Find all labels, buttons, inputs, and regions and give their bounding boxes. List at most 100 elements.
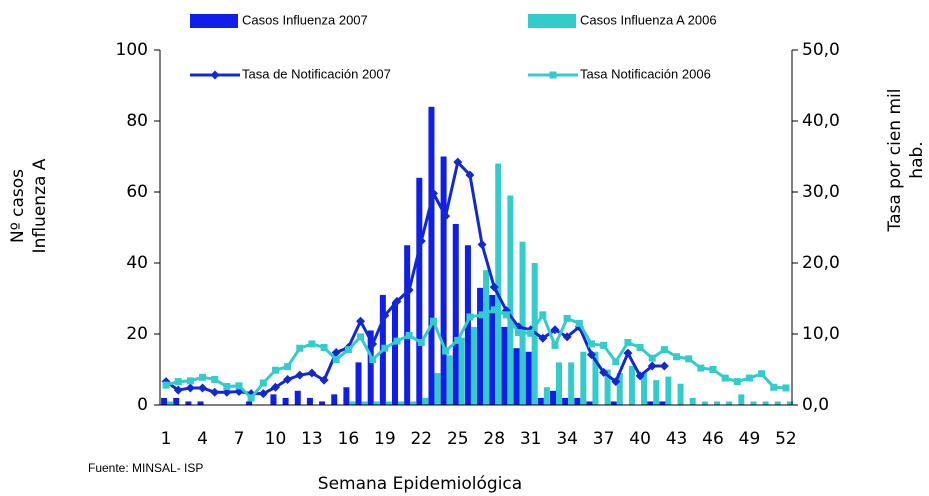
- bar: [373, 401, 380, 405]
- y2-tick-label: 50,0: [802, 40, 840, 60]
- line-marker: [416, 236, 426, 246]
- bar: [495, 163, 502, 405]
- x-tick-label: 13: [301, 429, 323, 449]
- x-tick-label: 19: [374, 429, 396, 449]
- line-marker: [466, 313, 474, 321]
- bar: [428, 106, 435, 406]
- bar: [489, 294, 496, 405]
- bar: [416, 177, 423, 405]
- bar: [556, 362, 562, 405]
- bar: [173, 397, 180, 405]
- line-marker: [562, 332, 572, 342]
- bar: [331, 394, 338, 405]
- y-tick-label: 0: [137, 395, 148, 415]
- line-marker: [331, 347, 341, 357]
- line-marker: [307, 368, 317, 378]
- line-marker: [453, 157, 463, 167]
- y2-axis-label-line: Tasa por cien mil: [885, 89, 905, 233]
- line-marker: [465, 170, 475, 180]
- line-marker: [259, 379, 267, 387]
- bar: [410, 401, 417, 405]
- bar: [246, 401, 253, 405]
- bar: [185, 401, 192, 405]
- bar: [762, 401, 769, 405]
- bar: [677, 383, 684, 405]
- bar: [592, 351, 599, 405]
- y-tick-label: 20: [126, 324, 148, 344]
- line-marker: [392, 296, 402, 306]
- y-axis-label-line: Influenza A: [30, 158, 50, 253]
- x-tick-label: 25: [447, 429, 469, 449]
- line-marker: [782, 384, 790, 392]
- line-marker: [270, 382, 280, 392]
- line-marker: [162, 381, 170, 389]
- y-tick-label: 60: [126, 182, 148, 202]
- bar: [343, 387, 350, 405]
- line-marker: [344, 346, 352, 354]
- x-tick-label: 43: [666, 429, 688, 449]
- x-tick-label: 31: [520, 429, 542, 449]
- line-marker: [587, 340, 595, 348]
- x-tick-label: 40: [629, 429, 651, 449]
- line-marker: [660, 346, 668, 354]
- bar: [738, 394, 745, 405]
- legend-label: Casos Influenza A 2006: [580, 12, 717, 27]
- y-axis-label: Nº casos Influenza A: [8, 158, 50, 253]
- bar: [446, 355, 453, 405]
- line-marker: [185, 383, 195, 393]
- line-marker: [648, 354, 656, 362]
- bar: [580, 351, 587, 405]
- line-marker: [332, 356, 340, 364]
- bar: [525, 351, 532, 405]
- line-marker: [623, 348, 633, 358]
- bar: [294, 390, 301, 405]
- line-marker: [586, 350, 596, 360]
- legend-marker: [549, 71, 557, 79]
- bar: [786, 401, 793, 405]
- y2-tick-label: 40,0: [802, 111, 840, 131]
- line-marker: [357, 333, 365, 341]
- line-marker: [369, 356, 377, 364]
- bar: [270, 394, 277, 405]
- bar: [392, 302, 398, 405]
- x-tick-label: 52: [775, 429, 797, 449]
- source-note: Fuente: MINSAL- ISP: [88, 461, 203, 475]
- line-marker: [174, 378, 182, 386]
- line-marker: [697, 364, 705, 372]
- bar: [774, 401, 781, 405]
- x-tick-label: 22: [410, 429, 432, 449]
- line-marker: [611, 377, 621, 387]
- bar: [434, 373, 441, 405]
- bar: [610, 401, 617, 405]
- legend-swatch: [190, 14, 238, 28]
- line-marker: [442, 347, 450, 355]
- y2-tick-label: 30,0: [802, 182, 840, 202]
- x-tick-label: 4: [197, 429, 208, 449]
- line: [165, 308, 787, 401]
- line-marker: [551, 341, 559, 349]
- line-marker: [539, 311, 547, 319]
- line-marker: [223, 383, 231, 391]
- y2-tick-label: 20,0: [802, 253, 840, 273]
- x-tick-label: 34: [556, 429, 578, 449]
- bar: [628, 365, 635, 405]
- line-marker: [210, 387, 220, 397]
- y-axis-label-line: Nº casos: [8, 169, 28, 243]
- line-marker: [381, 344, 389, 352]
- line-marker: [308, 340, 316, 348]
- x-tick-label: 10: [265, 429, 287, 449]
- bar: [197, 401, 204, 405]
- line-marker: [173, 385, 183, 395]
- y2-axis-label: Tasa por cien mil hab.: [885, 89, 927, 233]
- line-marker: [527, 329, 535, 337]
- line-marker: [454, 336, 462, 344]
- bar: [543, 387, 550, 405]
- line-marker: [319, 375, 329, 385]
- line-marker: [745, 374, 753, 382]
- y2-tick-label: 10,0: [802, 324, 840, 344]
- line-marker: [490, 306, 498, 314]
- bar: [726, 401, 733, 405]
- bar: [550, 390, 556, 405]
- bar: [519, 241, 526, 405]
- line: [165, 159, 665, 396]
